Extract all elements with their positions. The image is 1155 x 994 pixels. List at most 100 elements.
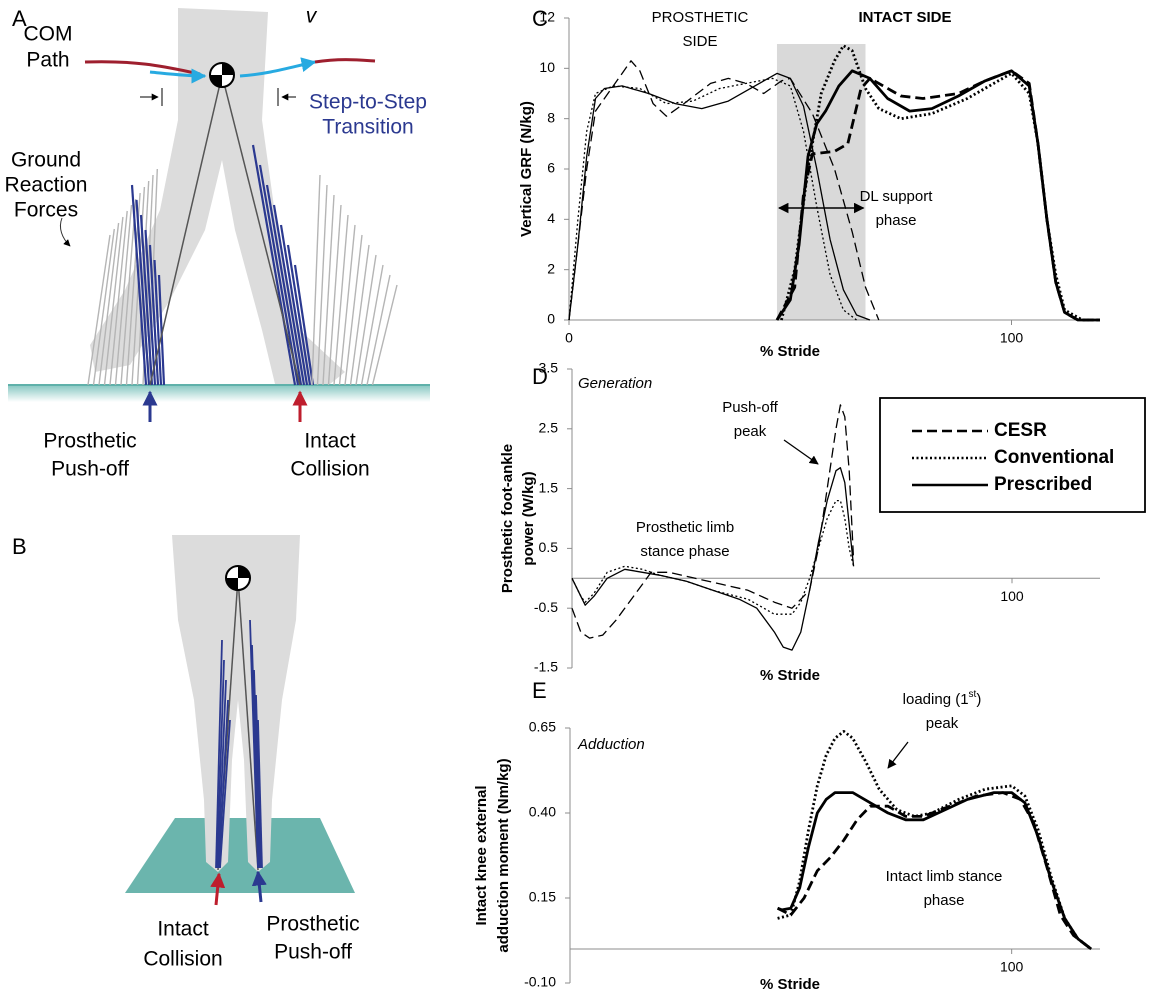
- y-tick-label: 8: [547, 109, 555, 125]
- grf-line: [253, 669, 261, 869]
- grf-line: [355, 254, 377, 386]
- y-axis-label: power (W/kg): [520, 471, 537, 565]
- pushoff-label: Prosthetic: [266, 913, 359, 936]
- annotation: SIDE: [682, 33, 717, 50]
- series-line: [571, 499, 855, 615]
- collision-arrow: [210, 872, 226, 906]
- grf-line: [366, 274, 391, 386]
- y-tick-label: 10: [539, 59, 555, 75]
- grf-line: [130, 184, 148, 386]
- x-tick-label: 0: [565, 330, 573, 346]
- y-tick-label: 0.15: [529, 889, 556, 905]
- pushoff-arrow: [251, 870, 267, 903]
- grf-lines: [215, 619, 263, 869]
- com-symbol: [209, 62, 235, 88]
- annotation-arrow: [783, 439, 819, 465]
- leg-line: [237, 577, 259, 871]
- annotation: Intact limb stance: [886, 868, 1003, 885]
- annotation: Prosthetic limb: [636, 519, 734, 536]
- y-tick-label: 0: [547, 311, 555, 327]
- body-silhouette: [172, 535, 300, 872]
- grf-line: [286, 244, 312, 386]
- annotation: phase: [924, 892, 965, 909]
- grf-line: [333, 214, 349, 386]
- series-line: [776, 791, 1093, 951]
- x-axis-label: % Stride: [760, 343, 820, 360]
- com-symbol: [225, 565, 251, 591]
- legend-label: CESR: [994, 420, 1047, 441]
- grf-line: [322, 194, 335, 386]
- com-quadrant: [238, 566, 250, 578]
- annotation: PROSTHETIC: [652, 9, 749, 26]
- shaded-span: [776, 44, 866, 320]
- annotation-superscript: st: [969, 689, 977, 700]
- annotation: stance phase: [640, 543, 729, 560]
- grf-line: [360, 264, 384, 386]
- y-axis-label: adduction moment (Nm/kg): [495, 758, 512, 952]
- grf-line: [120, 198, 137, 386]
- grf-line: [255, 694, 262, 869]
- series-line: [568, 60, 880, 321]
- grf-line: [251, 644, 260, 869]
- grf-line: [349, 244, 370, 386]
- pushoff-label: Push-off: [51, 458, 129, 481]
- grf-line: [371, 284, 398, 386]
- collision-label: Collision: [290, 458, 369, 481]
- grf-line: [249, 619, 259, 869]
- grf-line: [87, 234, 111, 386]
- y-tick-label: 2.5: [539, 420, 559, 436]
- grf-line: [272, 204, 306, 386]
- panel-label: D: [532, 364, 548, 389]
- annotation: peak: [926, 715, 959, 732]
- y-tick-label: 0.5: [539, 539, 559, 555]
- grf-line: [139, 214, 154, 386]
- y-axis-label: Vertical GRF (N/kg): [518, 101, 535, 237]
- ground-plane: [125, 818, 355, 893]
- annotation: INTACT SIDE: [858, 9, 951, 26]
- grf-label: Forces: [14, 199, 78, 222]
- x-tick-label: 100: [1000, 330, 1024, 346]
- pushoff-label: Push-off: [274, 941, 352, 964]
- grf-line: [311, 174, 321, 386]
- grf-line: [92, 228, 115, 386]
- legend-box: [879, 397, 1146, 513]
- com-path: [314, 58, 376, 64]
- com-quadrant: [226, 578, 238, 590]
- x-axis-label: % Stride: [760, 667, 820, 684]
- series-line: [571, 404, 855, 639]
- com-quadrant: [210, 75, 222, 87]
- grf-line: [258, 164, 300, 386]
- grf-line: [265, 184, 303, 386]
- y-axis-label: Prosthetic foot-ankle: [499, 444, 516, 593]
- grf-line: [148, 244, 160, 386]
- annotation: Generation: [578, 375, 652, 392]
- pushoff-label: Prosthetic: [43, 430, 136, 453]
- panel-label: E: [532, 678, 547, 703]
- y-tick-label: 12: [539, 9, 555, 25]
- annotation-part: loading (1: [903, 691, 969, 708]
- leg-line: [221, 74, 301, 386]
- series-line: [777, 730, 1093, 951]
- x-tick-label: 100: [1000, 959, 1024, 975]
- grf-line: [338, 224, 356, 386]
- annotation: loading (1st): [903, 689, 982, 708]
- grf-line: [217, 679, 227, 869]
- series-line: [780, 44, 1100, 322]
- transition-label: Transition: [322, 116, 413, 139]
- legend-label: Conventional: [994, 447, 1114, 468]
- annotation-arrow: [887, 741, 909, 769]
- annotation: DL support: [860, 188, 934, 205]
- grf-line: [293, 264, 315, 386]
- collision-label: Collision: [143, 948, 222, 971]
- grf-lines: [87, 144, 398, 386]
- y-tick-label: 0.65: [529, 719, 556, 735]
- com-path: [84, 60, 201, 76]
- y-tick-label: -0.5: [534, 599, 558, 615]
- x-axis-label: % Stride: [760, 976, 820, 993]
- grf-line: [103, 216, 124, 386]
- y-tick-label: -1.5: [534, 659, 558, 675]
- transition-label: Step-to-Step: [309, 91, 427, 114]
- grf-line: [216, 659, 225, 869]
